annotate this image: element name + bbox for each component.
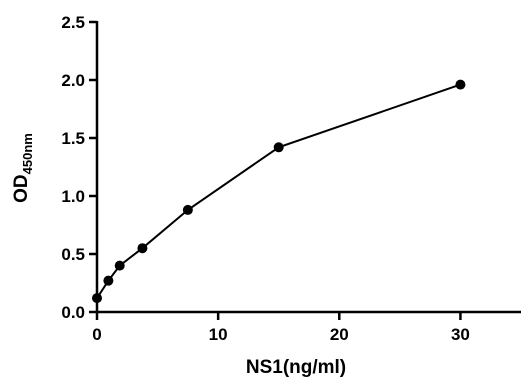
y-tick-label: 0.0 [61, 303, 85, 322]
data-point [137, 243, 148, 254]
x-axis: 0 10 20 30 [92, 310, 521, 344]
y-tick-label: 1.0 [61, 187, 85, 206]
x-tick-label: 30 [451, 325, 470, 344]
data-point [455, 79, 466, 90]
y-tick-label: 1.5 [61, 129, 85, 148]
y-axis-label-subscript: 450nm [20, 133, 35, 174]
x-tick-label: 20 [330, 325, 349, 344]
y-tick-label: 2.0 [61, 71, 85, 90]
data-point [92, 293, 102, 304]
y-axis-label: OD450nm [11, 133, 35, 203]
y-tick-label: 2.5 [61, 13, 85, 32]
x-axis-label: NS1(ng/ml) [246, 357, 346, 378]
data-point [103, 275, 114, 286]
data-point [114, 260, 125, 271]
series-line [96, 83, 461, 299]
x-tick-label: 10 [209, 325, 228, 344]
y-axis: 0.0 0.5 1.0 1.5 2.0 2.5 [61, 13, 99, 322]
series-layer [92, 79, 466, 304]
data-point [273, 142, 284, 153]
y-tick-label: 0.5 [61, 245, 85, 264]
x-tick-label: 0 [92, 325, 101, 344]
data-point [182, 204, 193, 215]
y-axis-label-main: OD [11, 174, 32, 203]
